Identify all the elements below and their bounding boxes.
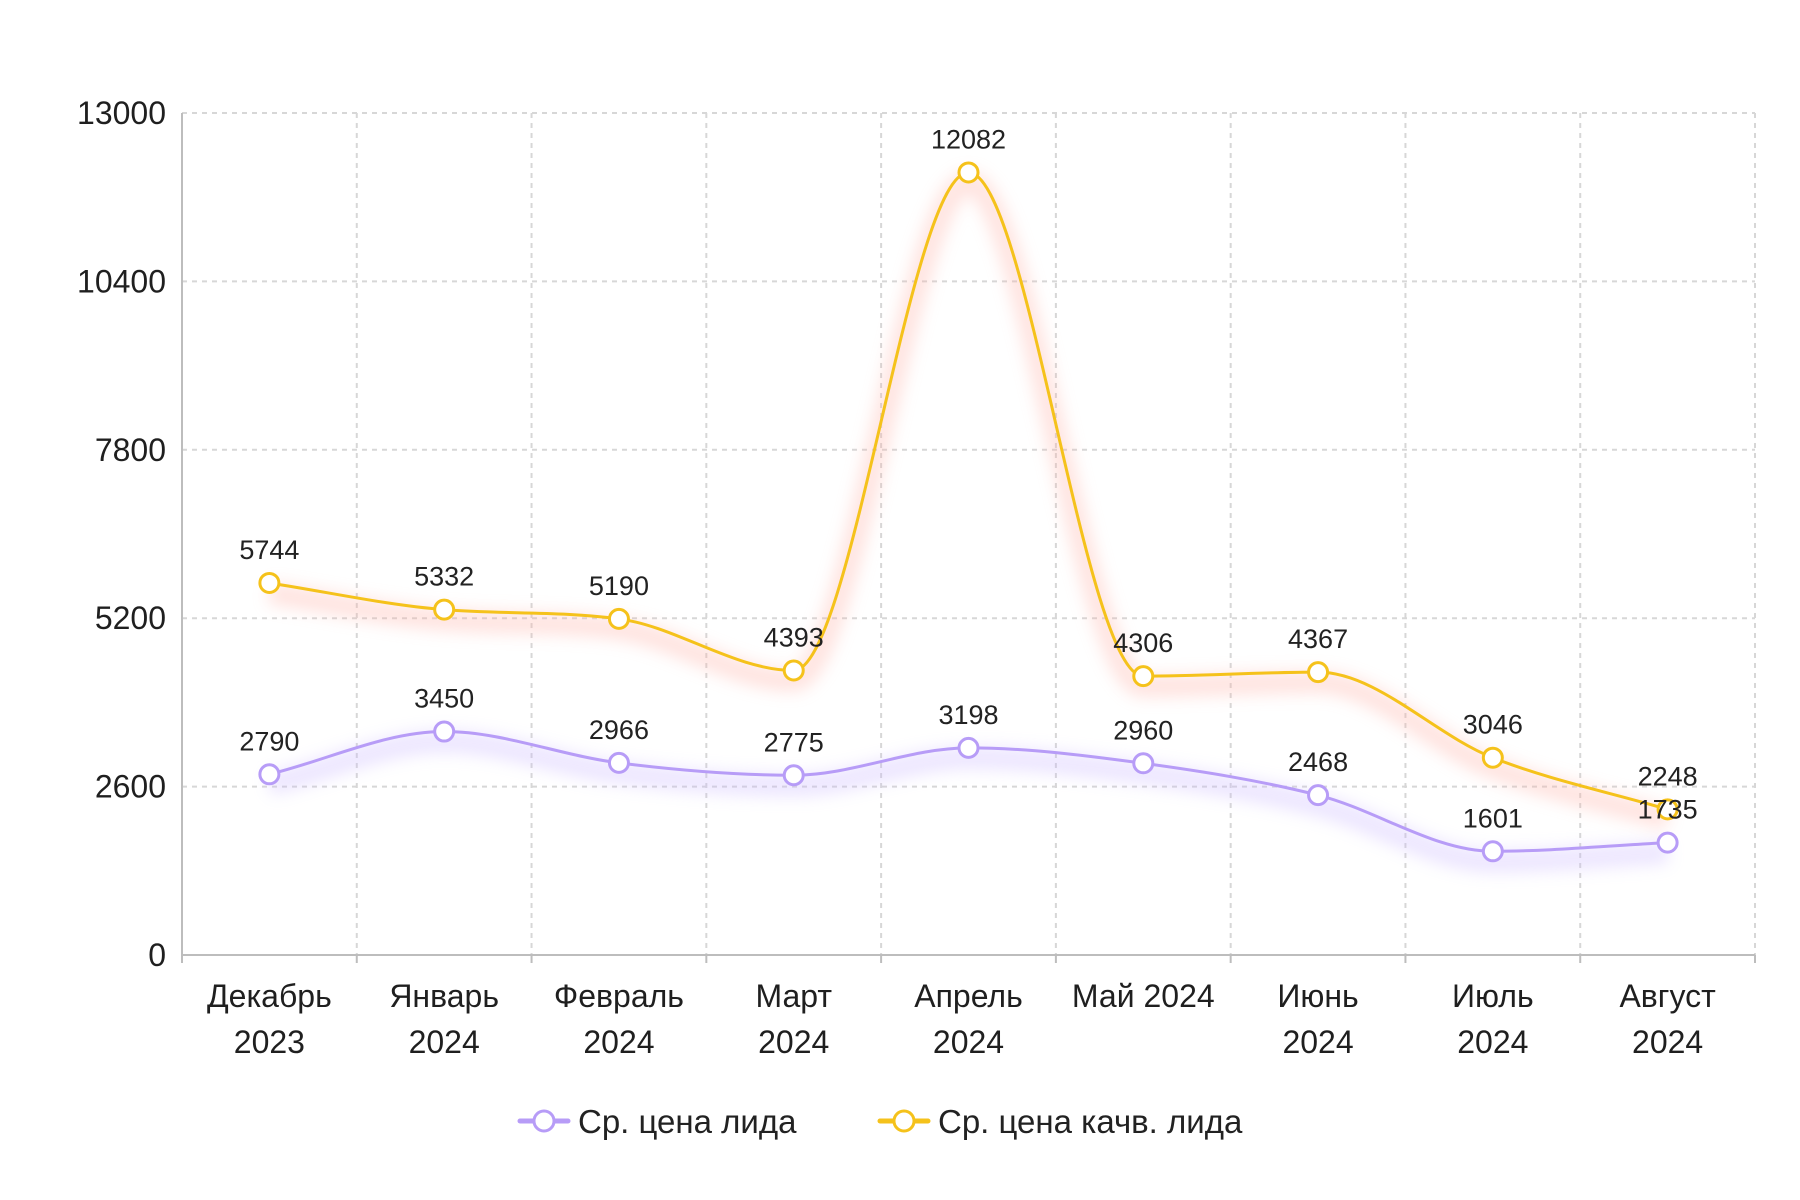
data-point-0 <box>1132 752 1155 775</box>
data-point-1 <box>1132 665 1155 688</box>
x-tick-label: Август 2024 <box>1619 978 1716 1060</box>
x-tick-label: Январь 2024 <box>389 978 499 1060</box>
legend-item: Ср. цена лида <box>517 1103 797 1140</box>
legend-item: Ср. цена качв. лида <box>877 1103 1243 1140</box>
data-label: 1735 <box>1638 795 1698 825</box>
data-label: 5744 <box>239 535 299 565</box>
x-tick-label-line: 2024 <box>583 1024 654 1060</box>
data-point-0 <box>1307 784 1330 807</box>
data-label: 3046 <box>1463 710 1523 740</box>
data-label: 2960 <box>1113 715 1173 745</box>
x-tick-label-line: Август <box>1619 978 1716 1014</box>
data-label: 1601 <box>1463 803 1523 833</box>
x-tick-label-line: 2024 <box>1632 1024 1703 1060</box>
x-tick-label-line: Январь <box>389 978 499 1014</box>
data-point-0 <box>1481 840 1504 863</box>
y-tick-label: 13000 <box>77 95 166 131</box>
x-tick-label-line: Май 2024 <box>1072 978 1215 1014</box>
data-point-1 <box>782 659 805 682</box>
legend-label: Ср. цена лида <box>578 1103 797 1140</box>
data-point-1 <box>258 571 281 594</box>
x-tick-label-line: Апрель <box>914 978 1023 1014</box>
x-tick-label-line: 2024 <box>758 1024 829 1060</box>
data-point-0 <box>258 763 281 786</box>
x-tick-label-line: Февраль <box>554 978 684 1014</box>
data-label: 4393 <box>764 622 824 652</box>
legend: Ср. цена лида Ср. цена качв. лида <box>517 1103 1243 1140</box>
x-tick-label: Март 2024 <box>755 978 832 1060</box>
x-tick-label-line: 2024 <box>1457 1024 1528 1060</box>
data-point-1 <box>433 598 456 621</box>
x-tick-label-line: 2024 <box>409 1024 480 1060</box>
x-tick-label-line: 2024 <box>1282 1024 1353 1060</box>
data-label: 2248 <box>1638 761 1698 791</box>
x-tick-label-line: Июнь <box>1277 978 1358 1014</box>
x-tick-label: Апрель 2024 <box>914 978 1023 1060</box>
y-tick-label: 2600 <box>95 769 166 805</box>
x-tick-label-line: Март <box>755 978 832 1014</box>
data-point-1 <box>957 161 980 184</box>
data-label: 2966 <box>589 715 649 745</box>
x-tick-label-line: Декабрь <box>207 978 332 1014</box>
x-tick-label: Февраль 2024 <box>554 978 684 1060</box>
x-tick-label: Май 2024 <box>1072 978 1215 1014</box>
x-tick-label: Июнь 2024 <box>1277 978 1358 1060</box>
data-label: 2775 <box>764 727 824 757</box>
x-tick-label: Декабрь 2023 <box>207 978 332 1060</box>
x-tick-label: Июль 2024 <box>1452 978 1534 1060</box>
x-tick-label-line: 2024 <box>933 1024 1004 1060</box>
data-label: 5332 <box>414 562 474 592</box>
legend-marker-icon <box>892 1109 916 1133</box>
y-tick-label: 0 <box>148 937 166 973</box>
y-tick-label: 10400 <box>77 263 166 299</box>
y-tick-label: 5200 <box>95 600 166 636</box>
series <box>258 161 1679 873</box>
data-point-0 <box>433 720 456 743</box>
data-point-0 <box>607 751 630 774</box>
data-label: 12082 <box>931 124 1006 154</box>
data-point-1 <box>607 607 630 630</box>
data-label: 2790 <box>239 726 299 756</box>
data-label: 3198 <box>938 700 998 730</box>
data-point-0 <box>782 764 805 787</box>
data-point-0 <box>957 736 980 759</box>
legend-label: Ср. цена качв. лида <box>938 1103 1243 1140</box>
legend-marker-icon <box>532 1109 556 1133</box>
data-label: 2468 <box>1288 747 1348 777</box>
data-point-1 <box>1481 746 1504 769</box>
y-tick-label: 7800 <box>95 432 166 468</box>
grid <box>182 112 1756 955</box>
data-label: 5190 <box>589 571 649 601</box>
data-label: 3450 <box>414 684 474 714</box>
data-point-1 <box>1307 661 1330 684</box>
x-tick-label-line: Июль <box>1452 978 1534 1014</box>
x-tick-label-line: 2023 <box>234 1024 305 1060</box>
data-point-0 <box>1656 831 1679 854</box>
data-labels: 2790 3450 2966 2775 3198 2960 2468 1601 1735 5744… <box>239 124 1697 833</box>
data-label: 4367 <box>1288 624 1348 654</box>
axes: 0 2600 5200 7800 10400 13000 Декабрь 2023 Январь… <box>77 95 1756 1060</box>
data-label: 4306 <box>1113 628 1173 658</box>
data-point-1 <box>1656 798 1679 821</box>
